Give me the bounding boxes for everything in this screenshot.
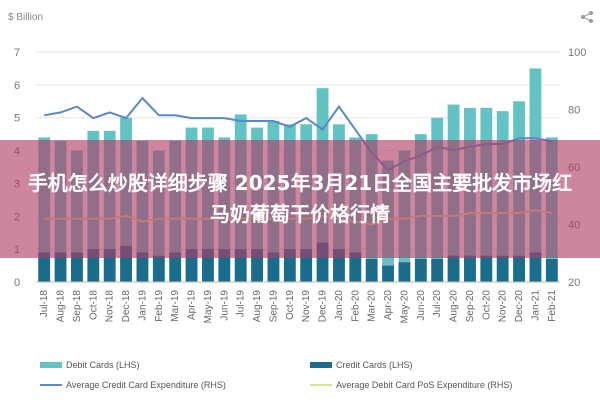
credit-bar — [218, 249, 231, 282]
x-tick-label: Dec-20 — [514, 290, 525, 323]
y-right-tick-label: 80 — [568, 105, 580, 117]
credit-bar — [38, 252, 51, 282]
credit-bar — [464, 255, 476, 282]
credit-bar — [349, 252, 362, 282]
x-tick-label: Oct-19 — [285, 290, 296, 320]
credit-bar — [398, 262, 411, 282]
y-right-tick-label: 100 — [568, 47, 586, 59]
credit-bar — [300, 249, 313, 282]
credit-bar — [169, 252, 182, 282]
x-tick-label: Mar-20 — [367, 290, 378, 322]
x-tick-label: Jul-19 — [236, 290, 247, 318]
y-left-tick-label: 5 — [14, 113, 20, 125]
x-tick-label: Feb-20 — [350, 290, 361, 322]
legend-label-avg-credit: Average Credit Card Expenditure (RHS) — [66, 380, 226, 390]
credit-bar — [365, 259, 378, 282]
x-tick-label: Feb-21 — [547, 290, 558, 322]
y-right-tick-label: 20 — [568, 277, 580, 289]
x-tick-label: Sep-20 — [465, 290, 476, 323]
credit-bar — [120, 245, 132, 282]
x-tick-label: Apr-20 — [383, 290, 394, 320]
x-tick-label: Dec-19 — [318, 290, 329, 323]
legend-swatch-avg-debit — [310, 384, 332, 386]
credit-bar — [136, 252, 149, 282]
credit-bar — [431, 259, 444, 282]
x-tick-label: Aug-20 — [449, 290, 460, 323]
banner-headline: 手机怎么炒股详细步骤 2025年3月21日全国主要批发市场红马奶葡萄干价格行情 — [27, 171, 573, 226]
credit-bar — [414, 259, 427, 282]
legend-label-avg-debit: Average Debit Card PoS Expenditure (RHS) — [336, 380, 513, 390]
legend-label-credit: Credit Cards (LHS) — [336, 360, 413, 370]
x-tick-label: Jul-20 — [432, 290, 443, 318]
x-tick-label: Jun-19 — [219, 290, 230, 321]
x-tick-label: Oct-20 — [481, 290, 492, 320]
legend-label-debit: Debit Cards (LHS) — [66, 360, 140, 370]
credit-bar — [251, 249, 263, 282]
credit-bar — [545, 259, 558, 282]
x-tick-label: Feb-19 — [154, 290, 165, 322]
credit-bar — [267, 252, 280, 282]
share-icon[interactable] — [580, 10, 594, 24]
credit-bar — [480, 255, 493, 282]
x-tick-label: Sep-19 — [268, 290, 279, 323]
x-tick-label: Nov-19 — [301, 290, 312, 323]
credit-bar — [529, 252, 542, 282]
x-tick-label: Nov-20 — [498, 290, 509, 323]
x-tick-label: Nov-18 — [105, 290, 116, 323]
x-tick-label: Jan-21 — [530, 290, 541, 321]
credit-bar — [333, 249, 345, 282]
legend-swatch-debit — [40, 362, 62, 368]
credit-bar — [54, 252, 67, 282]
x-tick-label: Jul-18 — [39, 290, 50, 318]
credit-bar — [496, 255, 509, 282]
credit-bar — [71, 252, 83, 282]
legend-item-credit: Credit Cards (LHS) — [310, 360, 413, 370]
legend-item-debit: Debit Cards (LHS) — [40, 360, 140, 370]
x-tick-label: Jan-20 — [334, 290, 345, 321]
x-tick-label: Jun-20 — [416, 290, 427, 321]
credit-bar — [152, 255, 165, 282]
credit-bar — [382, 265, 394, 282]
legend-item-avg-credit: Average Credit Card Expenditure (RHS) — [40, 380, 226, 390]
credit-bar — [513, 255, 525, 282]
x-tick-label: Jan-19 — [137, 290, 148, 321]
x-tick-label: Mar-19 — [170, 290, 181, 322]
credit-bar — [185, 249, 198, 282]
credit-bar — [202, 249, 214, 282]
y-left-tick-label: 0 — [14, 277, 20, 289]
legend-item-avg-debit: Average Debit Card PoS Expenditure (RHS) — [310, 380, 512, 390]
credit-bar — [87, 249, 100, 282]
x-tick-label: May-19 — [203, 290, 214, 324]
overlay-banner: 手机怎么炒股详细步骤 2025年3月21日全国主要批发市场红马奶葡萄干价格行情 — [0, 140, 600, 258]
legend-swatch-avg-credit — [40, 384, 62, 386]
credit-bar — [103, 249, 116, 282]
x-tick-label: Dec-18 — [121, 290, 132, 323]
x-tick-label: May-20 — [399, 290, 410, 324]
credit-bar — [447, 255, 460, 282]
left-axis-unit-label: $ Billion — [8, 12, 44, 23]
x-tick-label: Aug-18 — [56, 290, 67, 323]
y-left-tick-label: 7 — [14, 47, 20, 59]
x-tick-label: Aug-19 — [252, 290, 263, 323]
x-tick-label: Sep-18 — [72, 290, 83, 323]
credit-bar — [316, 242, 329, 282]
y-left-tick-label: 6 — [14, 80, 20, 92]
x-tick-label: Oct-18 — [88, 290, 99, 320]
credit-bar — [283, 249, 296, 282]
x-tick-label: Apr-19 — [187, 290, 198, 320]
credit-bar — [234, 249, 247, 282]
legend-swatch-credit — [310, 362, 332, 368]
